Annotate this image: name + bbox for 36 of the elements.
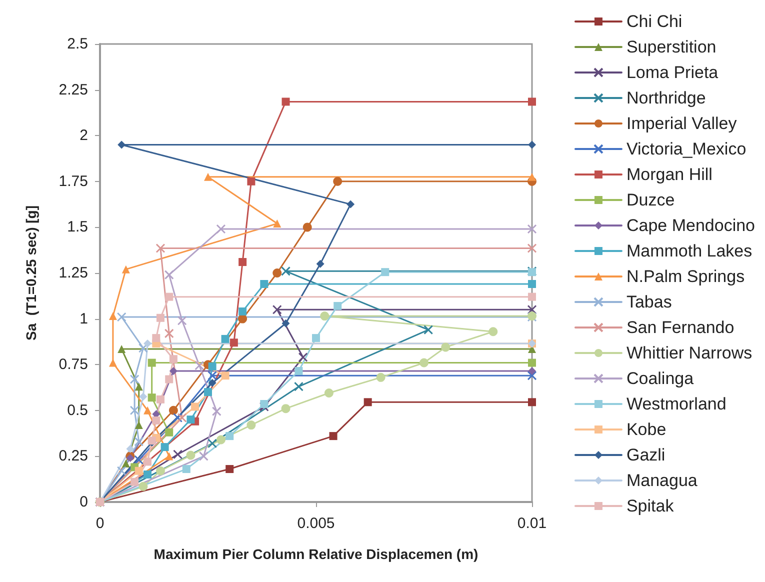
y-tick-label: 0.5 bbox=[67, 402, 88, 419]
y-tick-label: 0.25 bbox=[58, 448, 88, 465]
y-tick-label: 0 bbox=[80, 494, 88, 510]
legend-label: Kobe bbox=[626, 420, 666, 439]
y-axis-title: Sa (T1=0.25 sec) [g] bbox=[23, 205, 39, 341]
y-tick-label: 2 bbox=[80, 127, 88, 144]
legend-label: Gazli bbox=[626, 446, 666, 464]
legend-label: Whittier Narrows bbox=[626, 344, 752, 362]
legend-label: Westmorland bbox=[626, 394, 726, 414]
y-tick-label: 2.5 bbox=[67, 36, 88, 52]
legend-label: Morgan Hill bbox=[626, 165, 712, 184]
legend-label: Superstition bbox=[626, 38, 716, 56]
legend-label: Victoria_Mexico bbox=[626, 140, 746, 158]
legend-label: Tabas bbox=[626, 292, 672, 312]
y-tick-label: 0.75 bbox=[58, 356, 88, 374]
x-tick-label: 0.01 bbox=[517, 515, 547, 532]
y-tick-label: 1 bbox=[80, 310, 88, 328]
y-tick-label: 1.5 bbox=[67, 218, 88, 236]
legend-label: Chi Chi bbox=[626, 12, 682, 31]
y-tick-label: 1.75 bbox=[58, 172, 88, 190]
y-tick-label: 1.25 bbox=[58, 264, 88, 282]
legend-label: Imperial Valley bbox=[626, 114, 738, 133]
legend-label: Managua bbox=[626, 471, 698, 490]
legend-label: Mammoth Lakes bbox=[626, 242, 752, 260]
legend-label: Coalinga bbox=[626, 369, 694, 388]
x-tick-label: 0 bbox=[96, 515, 104, 532]
legend-label: Northridge bbox=[626, 88, 706, 108]
x-tick-label: 0.005 bbox=[297, 515, 335, 532]
legend-label: Loma Prieta bbox=[626, 63, 719, 82]
legend-label: Spitak bbox=[626, 496, 674, 516]
x-axis-title: Maximum Pier Column Relative Displacemen (m) bbox=[154, 546, 478, 562]
legend-label: Duzce bbox=[626, 190, 675, 210]
legend-label: N.Palm Springs bbox=[626, 267, 745, 286]
y-tick-label: 2.25 bbox=[58, 81, 88, 98]
legend-label: Cape Mendocino bbox=[626, 216, 755, 235]
legend-label: San Fernando bbox=[626, 318, 734, 337]
